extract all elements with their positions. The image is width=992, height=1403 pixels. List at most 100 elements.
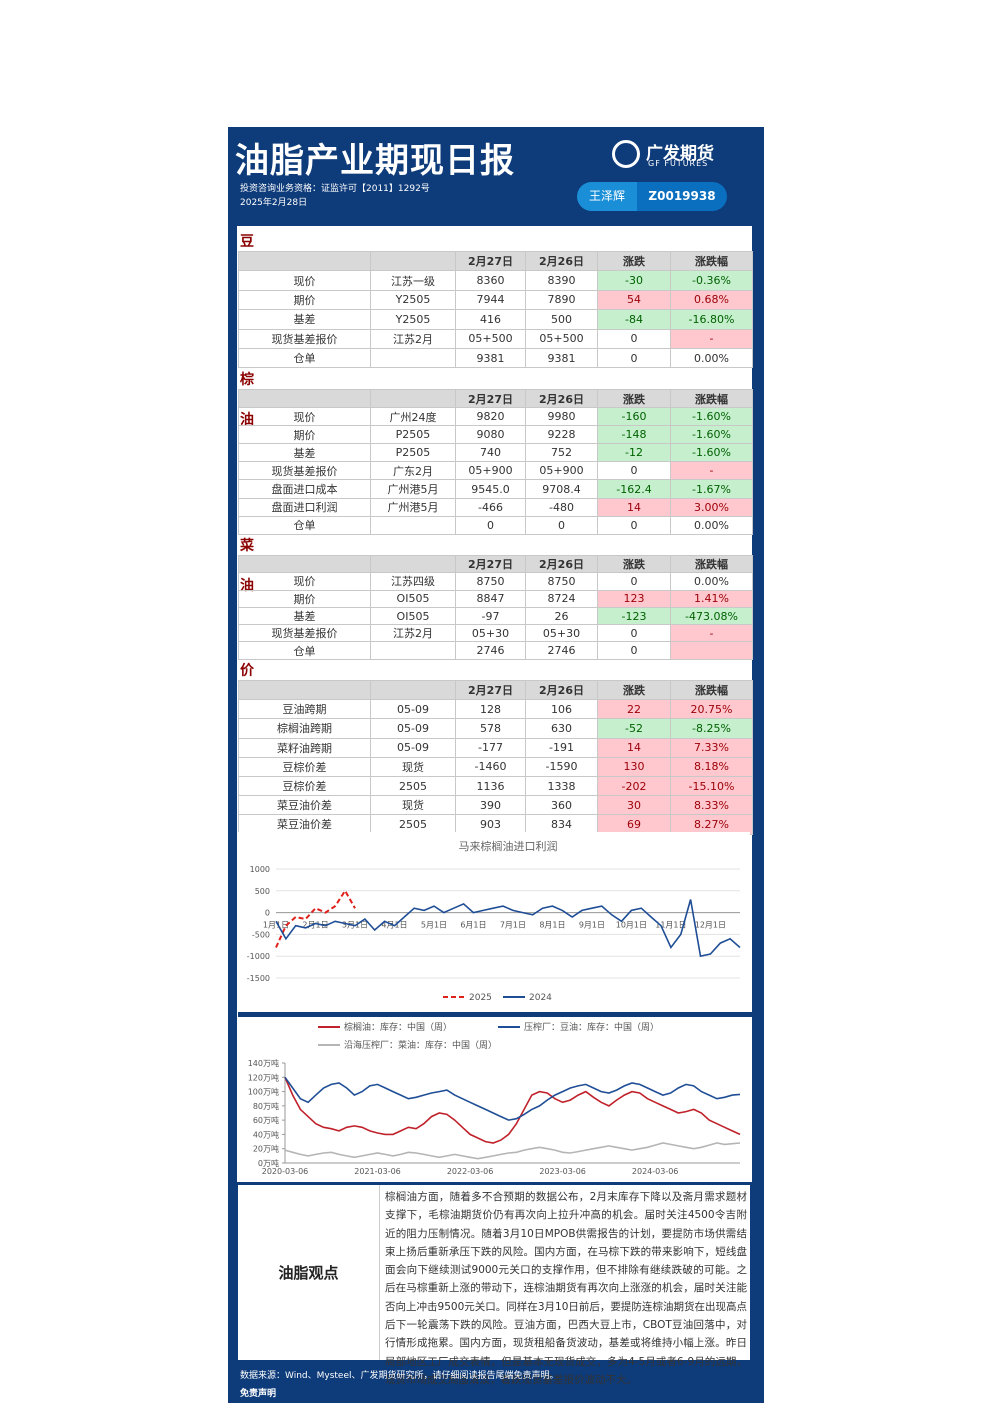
header-cell	[238, 388, 371, 409]
cell: 江苏2月	[370, 328, 456, 349]
cell: 123	[597, 589, 671, 608]
cell: 7890	[525, 289, 598, 311]
cell: 26	[525, 606, 598, 626]
x-tick-label: 2020-03-06	[262, 1167, 309, 1176]
cell: 基差	[238, 309, 371, 330]
cell: 9381	[455, 347, 526, 369]
data-table: 2月27日 2月26日 涨跌 涨跌幅 现价 江苏四级 8750 8750 0 0.00% 期价 OI5…	[238, 554, 753, 660]
cell: P2505	[370, 425, 456, 445]
cell	[370, 347, 456, 369]
cell: -1.60%	[670, 425, 753, 445]
y-tick-label: 120万吨	[248, 1072, 279, 1082]
cell: 基差	[238, 443, 371, 463]
x-tick-label: 2024-03-06	[632, 1167, 679, 1176]
cell: 8.33%	[670, 795, 753, 816]
header-row: 2月27日 2月26日 涨跌 涨跌幅	[238, 388, 753, 409]
header-cell	[370, 250, 456, 272]
cell: 广州港5月	[370, 497, 456, 517]
disclaimer-title: 免责声明	[240, 1389, 277, 1399]
header-cell: 涨跌	[597, 388, 671, 409]
viewpoint-text: 棕榈油方面，随着多不合预期的数据公布，2月末库存下降以及斋月需求题材支撑下，毛棕…	[385, 1191, 747, 1386]
cell: 现价	[238, 270, 371, 291]
viewpoint-divider	[379, 1185, 380, 1360]
cell	[670, 641, 753, 660]
divider	[238, 1012, 752, 1017]
data-row: 期价 OI505 8847 8724 123 1.41%	[238, 589, 753, 608]
cell: 9545.0	[455, 479, 526, 499]
header-cell: 涨跌幅	[670, 554, 753, 574]
cell: -177	[455, 737, 526, 758]
header-cell	[238, 554, 371, 574]
cell: 江苏一级	[370, 270, 456, 291]
cell: 豆棕价差	[238, 756, 371, 777]
analyst-name: 王泽辉	[577, 182, 637, 211]
cell: 现货	[370, 756, 456, 777]
cell: -1460	[455, 756, 526, 777]
data-row: 现货基差报价 江苏2月 05+30 05+30 0-	[238, 624, 753, 643]
cell	[370, 515, 456, 535]
x-tick-label: 9月1日	[579, 921, 605, 930]
cell: -160	[597, 407, 671, 427]
cell: 05+30	[525, 624, 598, 643]
data-row: 盘面进口成本 广州港5月 9545.0 9708.4 -162.4 -1.67%	[238, 479, 753, 499]
cell: 05-09	[370, 737, 456, 758]
cell: 3.00%	[670, 497, 753, 517]
report-title: 油脂产业期现日报	[235, 141, 515, 181]
y-tick-label: -1500	[247, 974, 270, 983]
y-tick-label: 80万吨	[253, 1101, 279, 1111]
cell: 630	[525, 718, 598, 739]
cell: -162.4	[597, 479, 671, 499]
header-row: 2月27日 2月26日 涨跌 涨跌幅	[238, 679, 753, 701]
cell: OI505	[370, 589, 456, 608]
chart-bg	[238, 832, 750, 1012]
cell: 500	[525, 309, 598, 330]
header-cell	[370, 388, 456, 409]
cell: -15.10%	[670, 775, 753, 797]
cell: -191	[525, 737, 598, 758]
series-line	[284, 1076, 741, 1121]
x-tick-label: 1月1日	[263, 921, 289, 930]
cell: 9381	[525, 347, 598, 369]
cell: 基差	[238, 606, 371, 626]
cell: -480	[525, 497, 598, 517]
y-tick-label: 500	[255, 887, 270, 896]
x-tick-label: 7月1日	[500, 921, 526, 930]
cell: -1.60%	[670, 443, 753, 463]
cell: 0.00%	[670, 347, 753, 369]
header-cell: 2月26日	[525, 388, 598, 409]
logo-icon	[612, 140, 640, 168]
cell: 128	[455, 699, 526, 720]
viewpoint-box	[238, 1185, 750, 1360]
data-row: 菜籽油跨期 05-09 -177 -191 14 7.33%	[238, 737, 753, 758]
cell: 9820	[455, 407, 526, 427]
data-row: 仓单 2746 2746 0	[238, 641, 753, 660]
cell: 05+900	[525, 461, 598, 481]
cell: -473.08%	[670, 606, 753, 626]
cell: 2746	[525, 641, 598, 660]
cell: 8.27%	[670, 814, 753, 835]
cell: 2505	[370, 814, 456, 835]
data-row: 豆棕价差 现货 -1460 -1590 130 8.18%	[238, 756, 753, 777]
cell: -30	[597, 270, 671, 291]
cell: 54	[597, 289, 671, 311]
data-table: 2月27日 2月26日 涨跌 涨跌幅 豆油跨期 05-09 128 106 22 20.75% 棕榈…	[238, 679, 753, 835]
data-row: 现价 江苏一级 8360 8390 -30 -0.36%	[238, 270, 753, 291]
y-tick-label: 60万吨	[253, 1115, 279, 1125]
cell: -123	[597, 606, 671, 626]
data-row: 基差 Y2505 416 500 -84 -16.80%	[238, 309, 753, 330]
data-row: 菜豆油价差 现货 390 360 30 8.33%	[238, 795, 753, 816]
cell: 1338	[525, 775, 598, 797]
cell: 416	[455, 309, 526, 330]
data-row: 基差 OI505 -97 26 -123 -473.08%	[238, 606, 753, 626]
header-cell: 2月26日	[525, 250, 598, 272]
cell: 0	[597, 328, 671, 349]
cell: -	[670, 461, 753, 481]
cell: 广州24度	[370, 407, 456, 427]
header-cell: 2月27日	[455, 679, 526, 701]
cell: -52	[597, 718, 671, 739]
cell: 8.18%	[670, 756, 753, 777]
data-row: 豆油跨期 05-09 128 106 22 20.75%	[238, 699, 753, 720]
header-cell: 涨跌	[597, 679, 671, 701]
